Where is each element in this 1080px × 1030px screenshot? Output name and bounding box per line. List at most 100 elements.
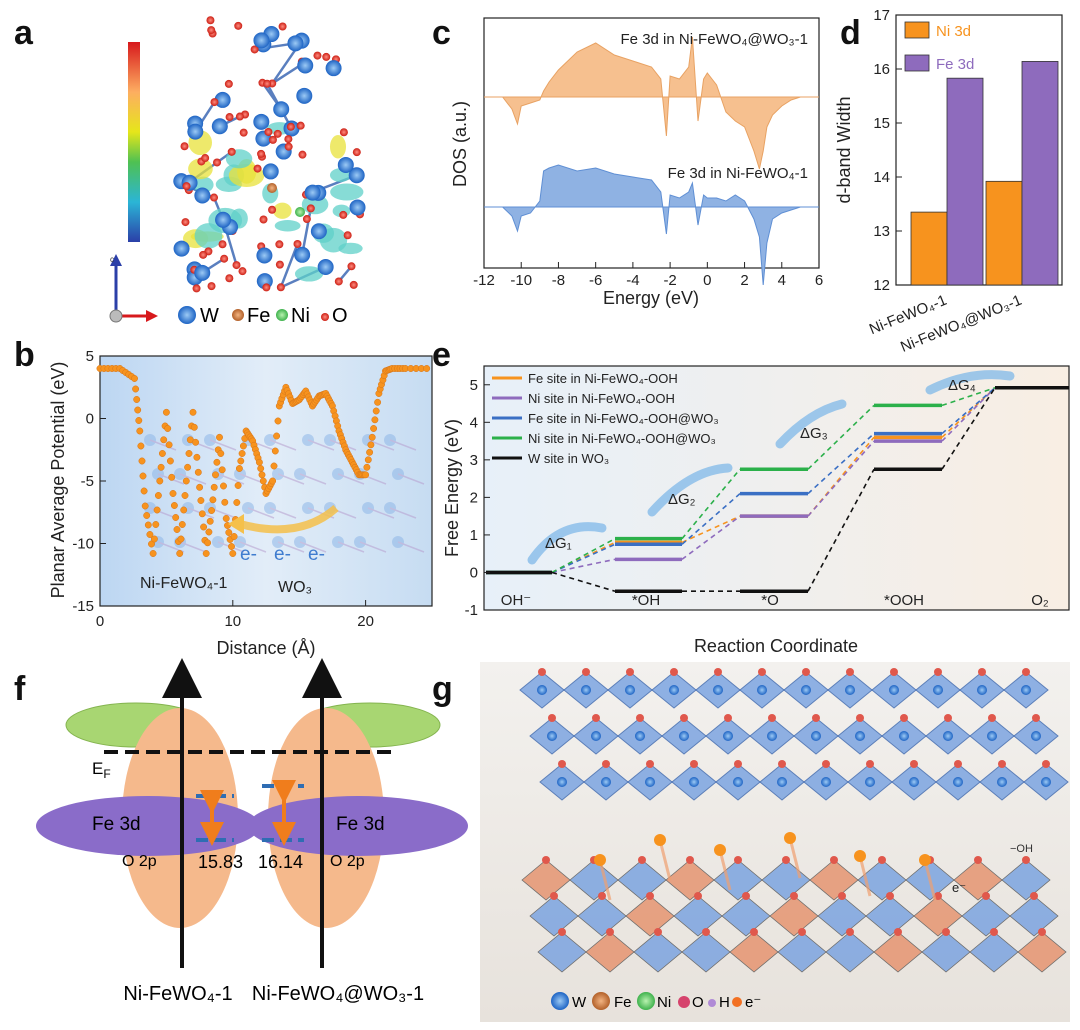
oxygen-atom — [802, 668, 810, 676]
oxygen-atom — [606, 928, 614, 936]
electron-transfer-arrow — [238, 504, 339, 534]
w-atom — [348, 167, 365, 184]
potential-point — [139, 472, 147, 480]
potential-point — [166, 457, 174, 465]
potential-point — [200, 523, 208, 531]
oxygen-atom — [768, 714, 776, 722]
potential-point — [230, 533, 238, 540]
x-tick-label-c: 0 — [703, 272, 711, 289]
o-atom — [347, 262, 356, 271]
potential-point — [185, 450, 193, 457]
potential-point — [271, 447, 279, 455]
oxygen-atom — [602, 760, 610, 768]
energy-connector — [941, 387, 996, 470]
energy-connector — [681, 515, 741, 560]
delta-g-arrow-1 — [527, 522, 607, 565]
potential-point — [237, 457, 245, 465]
w-atom — [953, 777, 963, 787]
w-atom — [325, 60, 342, 77]
legend-g: W Fe Ni O H e⁻ — [551, 992, 761, 1011]
w-atom — [801, 685, 811, 695]
energy-connector — [807, 440, 875, 517]
oxygen-atom — [866, 760, 874, 768]
energy-connector — [807, 432, 875, 495]
oxygen-atom — [846, 668, 854, 676]
panel-letter-e: e — [432, 336, 451, 374]
lattice-bond — [367, 507, 395, 519]
legend-g-w-swatch — [551, 992, 569, 1010]
potential-point — [197, 497, 205, 504]
axis-c-label: c — [110, 255, 114, 264]
x-axis-label-e: Reaction Coordinate — [694, 636, 858, 656]
w-atom — [679, 731, 689, 741]
y-tick-label-e: 0 — [470, 564, 478, 581]
legend-g-e-label: e⁻ — [745, 994, 761, 1011]
electron-1 — [654, 834, 666, 846]
w-atom — [689, 777, 699, 787]
w-atom — [187, 123, 204, 140]
o2p-label-left: O 2p — [122, 853, 157, 870]
x-tick-label-c: 4 — [778, 272, 786, 289]
region-label-nifewo4: Ni-FeWO₄-1 — [140, 575, 228, 592]
x-tick-label-c: -6 — [589, 272, 602, 289]
legend-g-w-label: W — [572, 994, 587, 1011]
legend-d-fe-label: Fe 3d — [936, 56, 974, 73]
o-atom — [181, 218, 190, 227]
potential-point — [146, 531, 154, 538]
o-atom — [206, 16, 215, 25]
y-tick-label-e: -1 — [465, 602, 478, 619]
x-category-label-e: OH⁻ — [501, 592, 531, 609]
potential-point — [371, 416, 379, 424]
o-atom — [284, 135, 293, 144]
w-atom — [997, 777, 1007, 787]
w-atom — [855, 731, 865, 741]
oxygen-atom — [758, 668, 766, 676]
electron-label-2: e- — [274, 544, 291, 565]
potential-point — [259, 477, 267, 485]
lattice-bond — [239, 541, 267, 553]
o-atom — [352, 148, 361, 157]
energy-connector — [941, 387, 996, 442]
legend-g-fe-swatch — [592, 992, 610, 1010]
potential-point — [136, 427, 144, 435]
energy-connector — [807, 404, 875, 470]
oxygen-atom — [646, 892, 654, 900]
w-atom — [645, 777, 655, 787]
potential-point — [143, 512, 151, 519]
w-atom — [713, 685, 723, 695]
w-atom — [899, 731, 909, 741]
potential-point — [137, 442, 145, 450]
o-atom — [225, 113, 234, 122]
o-atom — [213, 158, 222, 167]
w-atom — [557, 777, 567, 787]
o-atom — [262, 283, 271, 292]
oxygen-atom — [798, 928, 806, 936]
w-atom — [669, 685, 679, 695]
electron-3 — [784, 832, 796, 844]
x-tick-label-c: -4 — [626, 272, 639, 289]
electron-trail — [923, 859, 937, 901]
bar-1-1 — [1021, 61, 1059, 286]
oxygen-atom — [646, 760, 654, 768]
legend-g-fe-label: Fe — [614, 994, 632, 1011]
potential-point — [212, 471, 219, 479]
potential-point — [172, 514, 180, 521]
lattice-bond — [277, 541, 305, 553]
energy-connector — [807, 436, 875, 517]
oxygen-atom — [734, 856, 742, 864]
legend-a-fe-swatch — [232, 309, 244, 321]
oxygen-atom — [636, 714, 644, 722]
w-atom — [294, 246, 311, 263]
oxygen-atom — [558, 928, 566, 936]
potential-point — [158, 450, 166, 457]
legend-a-w-label: W — [200, 305, 219, 327]
potential-point — [374, 398, 382, 406]
panel-letter-g: g — [432, 670, 453, 708]
oxygen-atom — [550, 892, 558, 900]
oxygen-atom — [680, 714, 688, 722]
potential-point — [138, 457, 146, 465]
oxygen-atom — [978, 668, 986, 676]
potential-point — [189, 408, 197, 416]
x-tick-label-c: 2 — [740, 272, 748, 289]
y-tick-label-b: -5 — [81, 473, 94, 490]
